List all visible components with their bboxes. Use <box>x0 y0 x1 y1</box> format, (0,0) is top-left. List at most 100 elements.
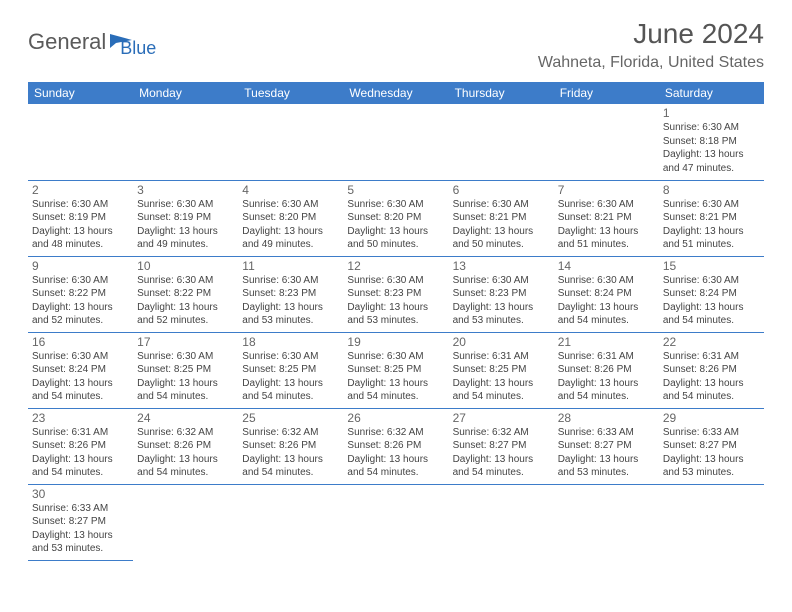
month-title: June 2024 <box>538 18 764 50</box>
calendar-cell: 8Sunrise: 6:30 AMSunset: 8:21 PMDaylight… <box>659 180 764 256</box>
day-number: 9 <box>32 259 129 273</box>
calendar-cell: 5Sunrise: 6:30 AMSunset: 8:20 PMDaylight… <box>343 180 448 256</box>
calendar-cell: 15Sunrise: 6:30 AMSunset: 8:24 PMDayligh… <box>659 256 764 332</box>
day-info: Sunrise: 6:30 AMSunset: 8:22 PMDaylight:… <box>137 274 234 328</box>
day-number: 29 <box>663 411 760 425</box>
calendar-cell: 7Sunrise: 6:30 AMSunset: 8:21 PMDaylight… <box>554 180 659 256</box>
calendar-cell <box>554 484 659 560</box>
day-info: Sunrise: 6:30 AMSunset: 8:24 PMDaylight:… <box>663 274 760 328</box>
day-number: 3 <box>137 183 234 197</box>
day-number: 4 <box>242 183 339 197</box>
calendar-cell <box>28 104 133 180</box>
day-number: 12 <box>347 259 444 273</box>
calendar-cell <box>343 104 448 180</box>
calendar-cell: 29Sunrise: 6:33 AMSunset: 8:27 PMDayligh… <box>659 408 764 484</box>
day-number: 21 <box>558 335 655 349</box>
day-info: Sunrise: 6:30 AMSunset: 8:20 PMDaylight:… <box>347 198 444 252</box>
day-number: 16 <box>32 335 129 349</box>
weekday-header: Thursday <box>449 82 554 104</box>
day-info: Sunrise: 6:31 AMSunset: 8:25 PMDaylight:… <box>453 350 550 404</box>
calendar-cell: 13Sunrise: 6:30 AMSunset: 8:23 PMDayligh… <box>449 256 554 332</box>
day-info: Sunrise: 6:32 AMSunset: 8:26 PMDaylight:… <box>137 426 234 480</box>
day-info: Sunrise: 6:30 AMSunset: 8:24 PMDaylight:… <box>32 350 129 404</box>
calendar-cell: 26Sunrise: 6:32 AMSunset: 8:26 PMDayligh… <box>343 408 448 484</box>
day-number: 18 <box>242 335 339 349</box>
calendar-table: SundayMondayTuesdayWednesdayThursdayFrid… <box>28 82 764 561</box>
day-number: 14 <box>558 259 655 273</box>
day-info: Sunrise: 6:30 AMSunset: 8:23 PMDaylight:… <box>347 274 444 328</box>
calendar-cell <box>133 104 238 180</box>
day-info: Sunrise: 6:31 AMSunset: 8:26 PMDaylight:… <box>663 350 760 404</box>
calendar-cell: 14Sunrise: 6:30 AMSunset: 8:24 PMDayligh… <box>554 256 659 332</box>
day-number: 10 <box>137 259 234 273</box>
weekday-header: Saturday <box>659 82 764 104</box>
calendar-cell <box>238 484 343 560</box>
calendar-cell: 24Sunrise: 6:32 AMSunset: 8:26 PMDayligh… <box>133 408 238 484</box>
calendar-cell: 3Sunrise: 6:30 AMSunset: 8:19 PMDaylight… <box>133 180 238 256</box>
day-info: Sunrise: 6:30 AMSunset: 8:19 PMDaylight:… <box>32 198 129 252</box>
calendar-cell: 21Sunrise: 6:31 AMSunset: 8:26 PMDayligh… <box>554 332 659 408</box>
day-number: 23 <box>32 411 129 425</box>
weekday-header: Friday <box>554 82 659 104</box>
day-info: Sunrise: 6:32 AMSunset: 8:26 PMDaylight:… <box>242 426 339 480</box>
calendar-cell <box>133 484 238 560</box>
logo-text-blue: Blue <box>120 38 156 59</box>
calendar-cell: 6Sunrise: 6:30 AMSunset: 8:21 PMDaylight… <box>449 180 554 256</box>
day-number: 25 <box>242 411 339 425</box>
day-info: Sunrise: 6:32 AMSunset: 8:27 PMDaylight:… <box>453 426 550 480</box>
day-info: Sunrise: 6:30 AMSunset: 8:18 PMDaylight:… <box>663 121 760 175</box>
day-info: Sunrise: 6:30 AMSunset: 8:25 PMDaylight:… <box>242 350 339 404</box>
calendar-cell: 18Sunrise: 6:30 AMSunset: 8:25 PMDayligh… <box>238 332 343 408</box>
day-info: Sunrise: 6:33 AMSunset: 8:27 PMDaylight:… <box>32 502 129 556</box>
calendar-cell: 12Sunrise: 6:30 AMSunset: 8:23 PMDayligh… <box>343 256 448 332</box>
day-info: Sunrise: 6:30 AMSunset: 8:22 PMDaylight:… <box>32 274 129 328</box>
day-number: 26 <box>347 411 444 425</box>
day-number: 30 <box>32 487 129 501</box>
calendar-cell: 16Sunrise: 6:30 AMSunset: 8:24 PMDayligh… <box>28 332 133 408</box>
day-number: 8 <box>663 183 760 197</box>
calendar-cell: 1Sunrise: 6:30 AMSunset: 8:18 PMDaylight… <box>659 104 764 180</box>
day-number: 28 <box>558 411 655 425</box>
day-number: 11 <box>242 259 339 273</box>
calendar-cell: 9Sunrise: 6:30 AMSunset: 8:22 PMDaylight… <box>28 256 133 332</box>
day-number: 27 <box>453 411 550 425</box>
calendar-cell <box>343 484 448 560</box>
calendar-cell <box>449 104 554 180</box>
weekday-header: Sunday <box>28 82 133 104</box>
day-number: 7 <box>558 183 655 197</box>
location-text: Wahneta, Florida, United States <box>538 54 764 72</box>
day-info: Sunrise: 6:30 AMSunset: 8:21 PMDaylight:… <box>558 198 655 252</box>
day-info: Sunrise: 6:30 AMSunset: 8:21 PMDaylight:… <box>663 198 760 252</box>
calendar-cell: 27Sunrise: 6:32 AMSunset: 8:27 PMDayligh… <box>449 408 554 484</box>
calendar-cell: 22Sunrise: 6:31 AMSunset: 8:26 PMDayligh… <box>659 332 764 408</box>
day-info: Sunrise: 6:30 AMSunset: 8:23 PMDaylight:… <box>242 274 339 328</box>
day-number: 17 <box>137 335 234 349</box>
day-number: 13 <box>453 259 550 273</box>
calendar-cell: 30Sunrise: 6:33 AMSunset: 8:27 PMDayligh… <box>28 484 133 560</box>
day-info: Sunrise: 6:30 AMSunset: 8:24 PMDaylight:… <box>558 274 655 328</box>
calendar-cell: 23Sunrise: 6:31 AMSunset: 8:26 PMDayligh… <box>28 408 133 484</box>
day-number: 22 <box>663 335 760 349</box>
day-number: 24 <box>137 411 234 425</box>
weekday-header: Wednesday <box>343 82 448 104</box>
calendar-cell <box>659 484 764 560</box>
calendar-cell: 20Sunrise: 6:31 AMSunset: 8:25 PMDayligh… <box>449 332 554 408</box>
day-info: Sunrise: 6:30 AMSunset: 8:21 PMDaylight:… <box>453 198 550 252</box>
calendar-cell: 11Sunrise: 6:30 AMSunset: 8:23 PMDayligh… <box>238 256 343 332</box>
header: General Blue June 2024 Wahneta, Florida,… <box>28 18 764 72</box>
day-number: 6 <box>453 183 550 197</box>
day-info: Sunrise: 6:30 AMSunset: 8:23 PMDaylight:… <box>453 274 550 328</box>
day-info: Sunrise: 6:30 AMSunset: 8:25 PMDaylight:… <box>137 350 234 404</box>
calendar-cell <box>238 104 343 180</box>
day-info: Sunrise: 6:30 AMSunset: 8:19 PMDaylight:… <box>137 198 234 252</box>
day-info: Sunrise: 6:31 AMSunset: 8:26 PMDaylight:… <box>558 350 655 404</box>
logo-text-general: General <box>28 29 106 55</box>
day-number: 1 <box>663 106 760 120</box>
calendar-cell: 4Sunrise: 6:30 AMSunset: 8:20 PMDaylight… <box>238 180 343 256</box>
calendar-cell: 2Sunrise: 6:30 AMSunset: 8:19 PMDaylight… <box>28 180 133 256</box>
calendar-cell: 28Sunrise: 6:33 AMSunset: 8:27 PMDayligh… <box>554 408 659 484</box>
logo: General Blue <box>28 24 156 59</box>
calendar-cell <box>554 104 659 180</box>
day-info: Sunrise: 6:30 AMSunset: 8:20 PMDaylight:… <box>242 198 339 252</box>
calendar-cell <box>449 484 554 560</box>
